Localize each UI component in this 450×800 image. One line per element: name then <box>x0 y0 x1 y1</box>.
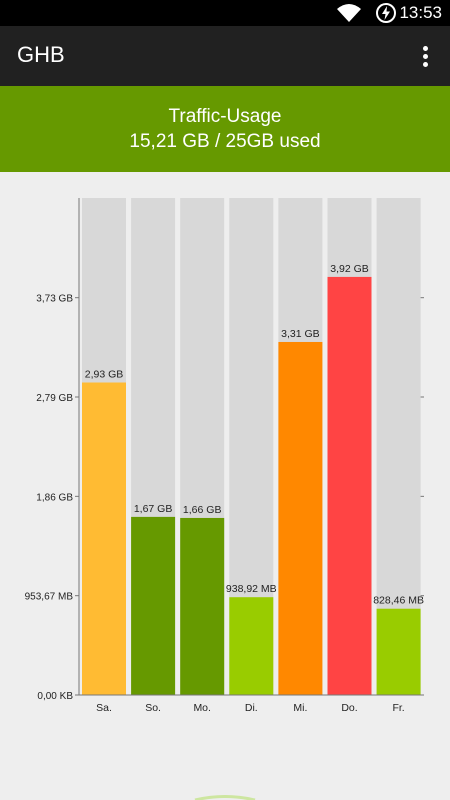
usage-banner: Traffic-Usage 15,21 GB / 25GB used <box>0 86 450 172</box>
status-bar: 13:53 <box>0 0 450 26</box>
y-tick-label: 1,86 GB <box>36 492 73 503</box>
bar-value-label: 1,67 GB <box>134 503 173 515</box>
bar-value-label: 828,46 MB <box>373 595 424 607</box>
usage-amount: 15,21 GB / 25GB used <box>129 131 321 152</box>
bar-value-label: 2,93 GB <box>85 369 124 381</box>
y-tick-label: 0,00 KB <box>37 691 73 702</box>
app-title: GHB <box>17 42 65 67</box>
bar <box>376 608 421 695</box>
bar <box>180 517 225 695</box>
y-tick-label: 3,73 GB <box>36 294 73 305</box>
wifi-icon <box>337 4 361 22</box>
bar <box>278 341 323 695</box>
clock: 13:53 <box>399 3 442 22</box>
bar-value-label: 1,66 GB <box>183 504 222 516</box>
bar <box>229 597 274 695</box>
x-tick-label: So. <box>145 702 161 714</box>
app-bar: GHB <box>0 26 450 86</box>
y-tick-label: 953,67 MB <box>25 592 74 603</box>
x-tick-label: Mi. <box>293 702 307 714</box>
overflow-menu-icon[interactable] <box>412 40 438 72</box>
bar-value-label: 938,92 MB <box>226 583 277 595</box>
traffic-bar-chart: 0,00 KB 953,67 MB 1,86 GB 2,79 GB 3,73 GB 2,9… <box>25 198 424 714</box>
y-tick-label: 2,79 GB <box>36 393 73 404</box>
x-tick-label: Sa. <box>96 702 112 714</box>
x-tick-label: Do. <box>341 702 357 714</box>
bottom-arc-indicator <box>194 795 256 800</box>
bar <box>327 276 372 695</box>
usage-title: Traffic-Usage <box>168 106 282 127</box>
bar <box>82 382 126 695</box>
x-tick-label: Mo. <box>193 702 211 714</box>
x-tick-label: Fr. <box>392 702 404 714</box>
x-tick-label: Di. <box>245 702 258 714</box>
bar <box>131 516 176 695</box>
bar-value-label: 3,92 GB <box>330 263 369 275</box>
bar-value-label: 3,31 GB <box>281 328 320 340</box>
sync-status-icon <box>376 3 396 23</box>
